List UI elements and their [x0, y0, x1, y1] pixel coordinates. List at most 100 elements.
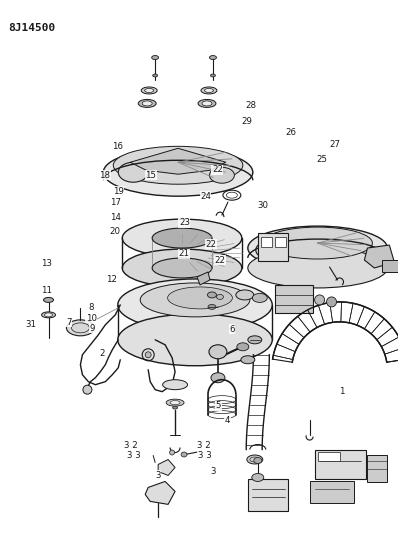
- Text: 22: 22: [212, 165, 223, 174]
- Bar: [248, 480, 288, 511]
- Text: 24: 24: [200, 192, 211, 201]
- Bar: [314, 449, 366, 480]
- Bar: [367, 455, 387, 482]
- Text: 9: 9: [89, 324, 95, 333]
- Ellipse shape: [43, 297, 53, 302]
- Text: 25: 25: [316, 155, 328, 164]
- Text: 8J14500: 8J14500: [9, 22, 56, 33]
- Ellipse shape: [152, 55, 159, 60]
- Ellipse shape: [248, 336, 262, 344]
- Ellipse shape: [122, 249, 242, 287]
- Text: 2: 2: [99, 349, 105, 358]
- Ellipse shape: [209, 167, 234, 183]
- Text: 3: 3: [211, 467, 216, 476]
- Text: 5: 5: [216, 401, 221, 410]
- Ellipse shape: [118, 162, 148, 182]
- Ellipse shape: [204, 88, 213, 92]
- Bar: [258, 233, 288, 261]
- Ellipse shape: [140, 283, 250, 317]
- Polygon shape: [364, 245, 394, 268]
- Ellipse shape: [209, 55, 216, 60]
- Text: 7: 7: [66, 318, 72, 327]
- Ellipse shape: [168, 287, 232, 309]
- Ellipse shape: [208, 304, 216, 309]
- Text: 3 3: 3 3: [198, 451, 211, 461]
- Ellipse shape: [326, 297, 336, 307]
- Text: 18: 18: [99, 171, 111, 180]
- Ellipse shape: [103, 148, 253, 196]
- Ellipse shape: [170, 401, 180, 405]
- Text: 17: 17: [110, 198, 121, 207]
- Text: 11: 11: [41, 286, 52, 295]
- Ellipse shape: [163, 379, 188, 390]
- Ellipse shape: [252, 294, 267, 302]
- Text: 12: 12: [106, 275, 117, 284]
- Ellipse shape: [248, 248, 387, 288]
- Text: 15: 15: [146, 171, 156, 180]
- Polygon shape: [197, 272, 210, 285]
- Ellipse shape: [122, 219, 242, 257]
- Ellipse shape: [248, 226, 387, 270]
- Text: 21: 21: [178, 249, 189, 259]
- Bar: [318, 451, 340, 462]
- Text: 10: 10: [86, 313, 97, 322]
- Text: 19: 19: [113, 187, 123, 196]
- Ellipse shape: [141, 87, 157, 94]
- Text: 3 2: 3 2: [124, 441, 138, 450]
- Text: 20: 20: [110, 228, 121, 237]
- Ellipse shape: [170, 450, 175, 455]
- Text: 3 2: 3 2: [197, 441, 210, 450]
- Text: 26: 26: [285, 128, 296, 137]
- Text: 4: 4: [225, 416, 230, 425]
- Ellipse shape: [113, 147, 243, 184]
- Ellipse shape: [247, 455, 263, 464]
- Ellipse shape: [236, 290, 254, 300]
- Polygon shape: [145, 481, 175, 504]
- Ellipse shape: [263, 227, 372, 259]
- Ellipse shape: [166, 399, 184, 406]
- Ellipse shape: [41, 312, 55, 318]
- Ellipse shape: [152, 228, 212, 248]
- Ellipse shape: [152, 258, 212, 278]
- Ellipse shape: [138, 100, 156, 108]
- Ellipse shape: [118, 279, 272, 331]
- Text: 27: 27: [329, 140, 340, 149]
- Ellipse shape: [252, 473, 264, 481]
- Ellipse shape: [153, 74, 158, 77]
- Ellipse shape: [202, 101, 212, 106]
- Ellipse shape: [256, 241, 284, 259]
- Bar: [275, 285, 312, 313]
- Text: 3: 3: [155, 471, 160, 480]
- Text: 3 3: 3 3: [127, 451, 141, 461]
- Ellipse shape: [201, 87, 217, 94]
- Ellipse shape: [67, 320, 95, 336]
- Text: 31: 31: [25, 320, 36, 329]
- Ellipse shape: [145, 88, 154, 92]
- Ellipse shape: [45, 313, 53, 317]
- Ellipse shape: [181, 452, 187, 457]
- Ellipse shape: [209, 345, 227, 359]
- Polygon shape: [158, 459, 175, 475]
- Bar: [382, 260, 399, 272]
- Ellipse shape: [216, 294, 223, 300]
- Ellipse shape: [254, 457, 262, 464]
- Text: 22: 22: [205, 240, 216, 249]
- Ellipse shape: [173, 406, 178, 409]
- Bar: [310, 481, 354, 503]
- Text: 8: 8: [89, 303, 94, 312]
- Bar: [275, 237, 286, 247]
- Text: 29: 29: [241, 117, 252, 126]
- Text: 30: 30: [258, 201, 269, 210]
- Ellipse shape: [241, 356, 255, 364]
- Polygon shape: [273, 302, 399, 362]
- Ellipse shape: [118, 314, 272, 366]
- Bar: [261, 237, 272, 247]
- Text: 28: 28: [245, 101, 256, 110]
- Ellipse shape: [83, 385, 92, 394]
- Text: 22: 22: [215, 256, 226, 264]
- Ellipse shape: [237, 343, 249, 351]
- Ellipse shape: [145, 352, 151, 358]
- Text: 23: 23: [179, 219, 190, 228]
- Text: 1: 1: [339, 387, 345, 397]
- Text: 13: 13: [41, 260, 52, 268]
